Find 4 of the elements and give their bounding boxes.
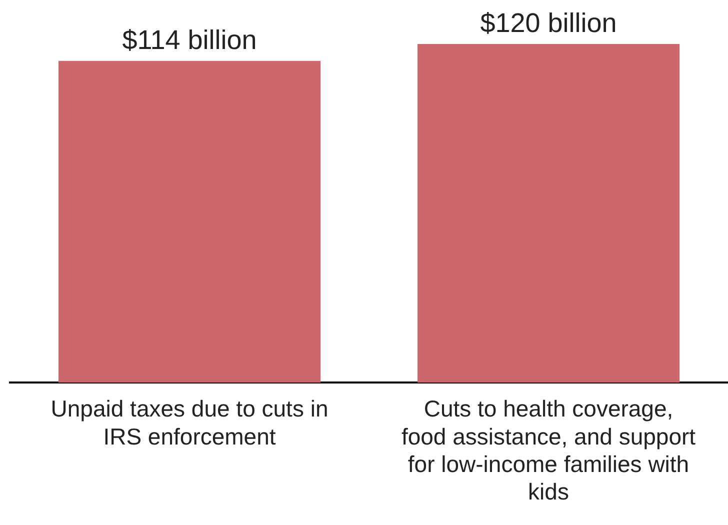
x-tick-label: Cuts to health coverage, food assistance, and support for low-income families with kids bbox=[401, 396, 696, 505]
data-label: $120 billion bbox=[480, 8, 617, 38]
data-label: $114 billion bbox=[122, 24, 257, 55]
x-tick-label: Unpaid taxes due to cuts in IRS enforcement bbox=[50, 396, 328, 450]
